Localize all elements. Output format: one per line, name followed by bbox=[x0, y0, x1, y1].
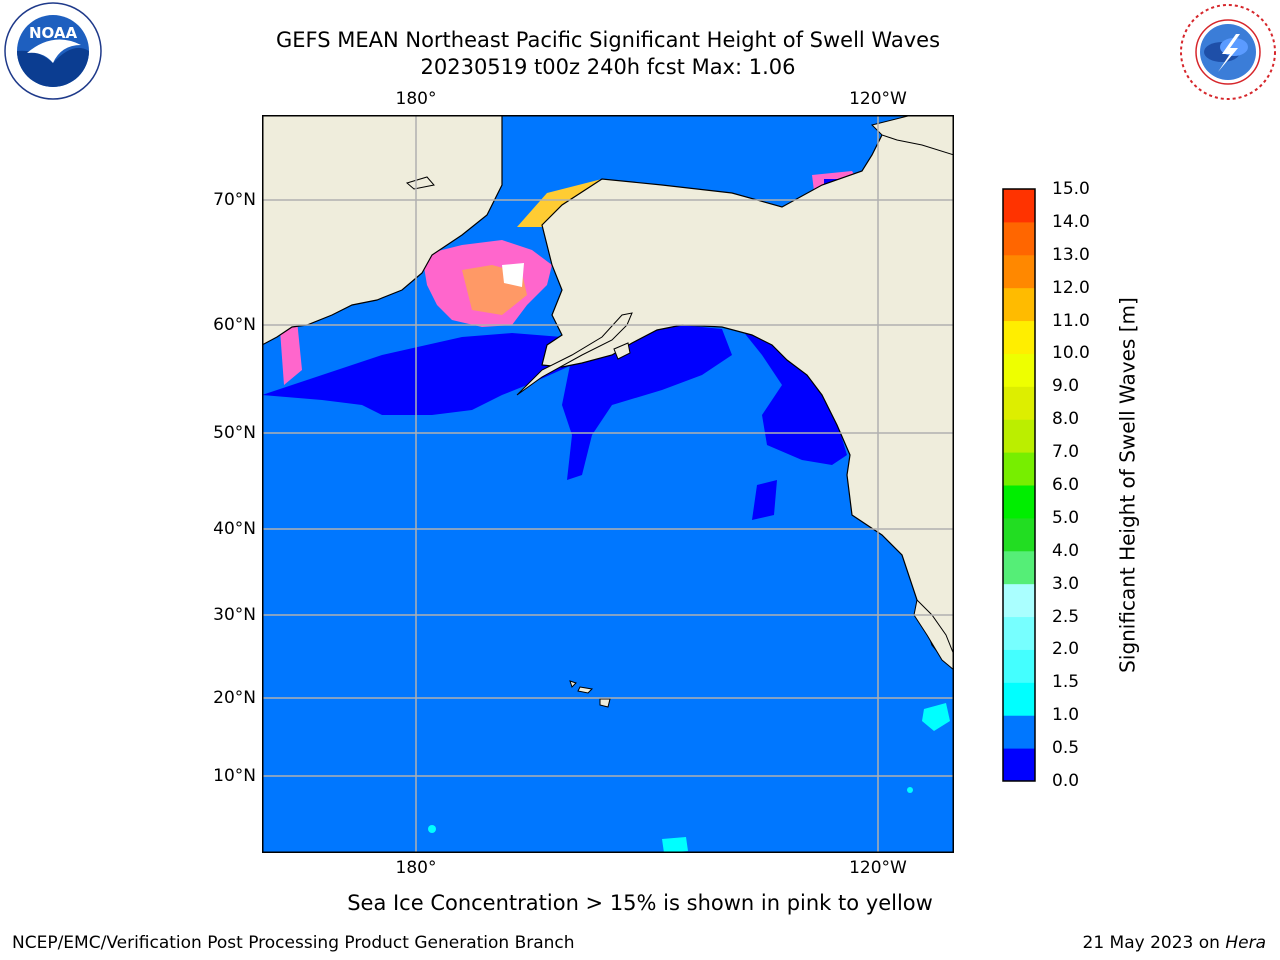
lat-label: 60°N bbox=[213, 315, 256, 335]
swell-patch-east bbox=[907, 787, 913, 793]
colorbar-tick-label: 0.0 bbox=[1052, 771, 1080, 791]
swell-patch-south bbox=[662, 837, 688, 853]
colorbar-tick-label: 8.0 bbox=[1052, 409, 1080, 430]
lon-label-top: 180° bbox=[395, 89, 437, 109]
footer-credit: NCEP/EMC/Verification Post Processing Pr… bbox=[12, 933, 575, 953]
sea-ice-note: Sea Ice Concentration > 15% is shown in … bbox=[347, 891, 933, 915]
colorbar-segment bbox=[1003, 583, 1035, 618]
sea-ice-region-west bbox=[280, 320, 302, 385]
colorbar-segment bbox=[1003, 682, 1035, 716]
colorbar-segment bbox=[1003, 386, 1035, 420]
colorbar-segment bbox=[1003, 517, 1035, 552]
footer-date: 21 May 2023 on Hera bbox=[1083, 933, 1267, 953]
lat-label: 20°N bbox=[213, 688, 256, 708]
colorbar-tick-label: 15.0 bbox=[1052, 179, 1090, 199]
land-alaska-peninsula bbox=[516, 312, 633, 396]
land-kodiak bbox=[613, 342, 631, 360]
lat-label: 40°N bbox=[213, 519, 256, 539]
lon-label-top: 120°W bbox=[849, 89, 907, 109]
footer-host: Hera bbox=[1225, 933, 1266, 953]
colorbar-frame bbox=[1002, 188, 1036, 782]
colorbar-segment bbox=[1003, 649, 1035, 683]
colorbar-segment bbox=[1003, 715, 1035, 749]
gridlines bbox=[262, 115, 954, 853]
land-alaska-canada bbox=[541, 115, 954, 671]
chart-subtitle: 20230519 t00z 240h fcst Max: 1.06 bbox=[420, 55, 796, 79]
colorbar-tick-label: 2.5 bbox=[1052, 606, 1080, 627]
colorbar-tick-label: 10.0 bbox=[1052, 343, 1090, 364]
colorbar-tick-label: 6.0 bbox=[1052, 475, 1080, 495]
colorbar-tick-label: 2.0 bbox=[1052, 639, 1080, 660]
colorbar-segment bbox=[1003, 419, 1035, 453]
colorbar-segment bbox=[1003, 452, 1035, 486]
colorbar-tick-label: 1.0 bbox=[1052, 705, 1080, 726]
lon-label-bottom: 120°W bbox=[849, 858, 907, 878]
map-frame bbox=[262, 115, 954, 853]
colorbar-tick-label: 0.5 bbox=[1052, 738, 1080, 759]
colorbar-tick-label: 14.0 bbox=[1052, 211, 1090, 232]
colorbar-tick-label: 4.0 bbox=[1052, 540, 1080, 561]
swell-patch-small bbox=[428, 825, 436, 833]
colorbar-tick-label: 13.0 bbox=[1052, 244, 1090, 265]
colorbar-segment bbox=[1003, 287, 1035, 322]
colorbar-segment bbox=[1003, 320, 1035, 354]
low-swell-region-offshore bbox=[752, 480, 777, 520]
chart-title: GEFS MEAN Northeast Pacific Significant … bbox=[275, 28, 941, 52]
colorbar-segment bbox=[1003, 353, 1035, 387]
colorbar-segment bbox=[1003, 221, 1035, 256]
colorbar-segment bbox=[1003, 189, 1035, 223]
swell-patch-mexico bbox=[922, 703, 950, 731]
lat-label: 70°N bbox=[213, 190, 256, 210]
nws-logo bbox=[1180, 4, 1276, 100]
land-baja bbox=[913, 598, 954, 671]
colorbar-segment bbox=[1003, 254, 1035, 289]
lat-label: 50°N bbox=[213, 423, 256, 443]
colorbar-segment bbox=[1003, 616, 1035, 650]
colorbar-tick-label: 12.0 bbox=[1052, 277, 1090, 298]
low-swell-region-goa bbox=[562, 325, 732, 480]
lat-label: 30°N bbox=[213, 605, 256, 625]
noaa-logo: NOAA bbox=[4, 2, 102, 100]
low-swell-region-bering bbox=[262, 333, 592, 415]
colorbar bbox=[1002, 188, 1036, 782]
colorbar-tick-label: 3.0 bbox=[1052, 573, 1080, 594]
colorbar-tick-label: 7.0 bbox=[1052, 442, 1080, 463]
map-panel bbox=[262, 115, 954, 853]
colorbar-segment bbox=[1003, 748, 1035, 782]
land-wrangel-island bbox=[405, 176, 435, 190]
colorbar-segment bbox=[1003, 550, 1035, 585]
colorbar-tick-label: 1.5 bbox=[1052, 672, 1080, 693]
colorbar-segment bbox=[1003, 485, 1035, 519]
lon-label-bottom: 180° bbox=[395, 858, 437, 878]
colorbar-tick-label: 5.0 bbox=[1052, 507, 1080, 528]
lat-label: 10°N bbox=[213, 766, 256, 786]
colorbar-tick-label: 11.0 bbox=[1052, 310, 1090, 331]
footer-date-text: 21 May 2023 on bbox=[1082, 933, 1226, 953]
noaa-logo-text: NOAA bbox=[29, 24, 78, 42]
land-arctic-islands bbox=[871, 115, 954, 156]
colorbar-tick-label: 9.0 bbox=[1052, 376, 1080, 397]
sea-ice-region-white bbox=[502, 263, 524, 287]
colorbar-label: Significant Height of Swell Waves [m] bbox=[1115, 297, 1140, 673]
low-swell-region-bc-coast bbox=[742, 330, 847, 465]
land-hawaii bbox=[569, 680, 611, 708]
